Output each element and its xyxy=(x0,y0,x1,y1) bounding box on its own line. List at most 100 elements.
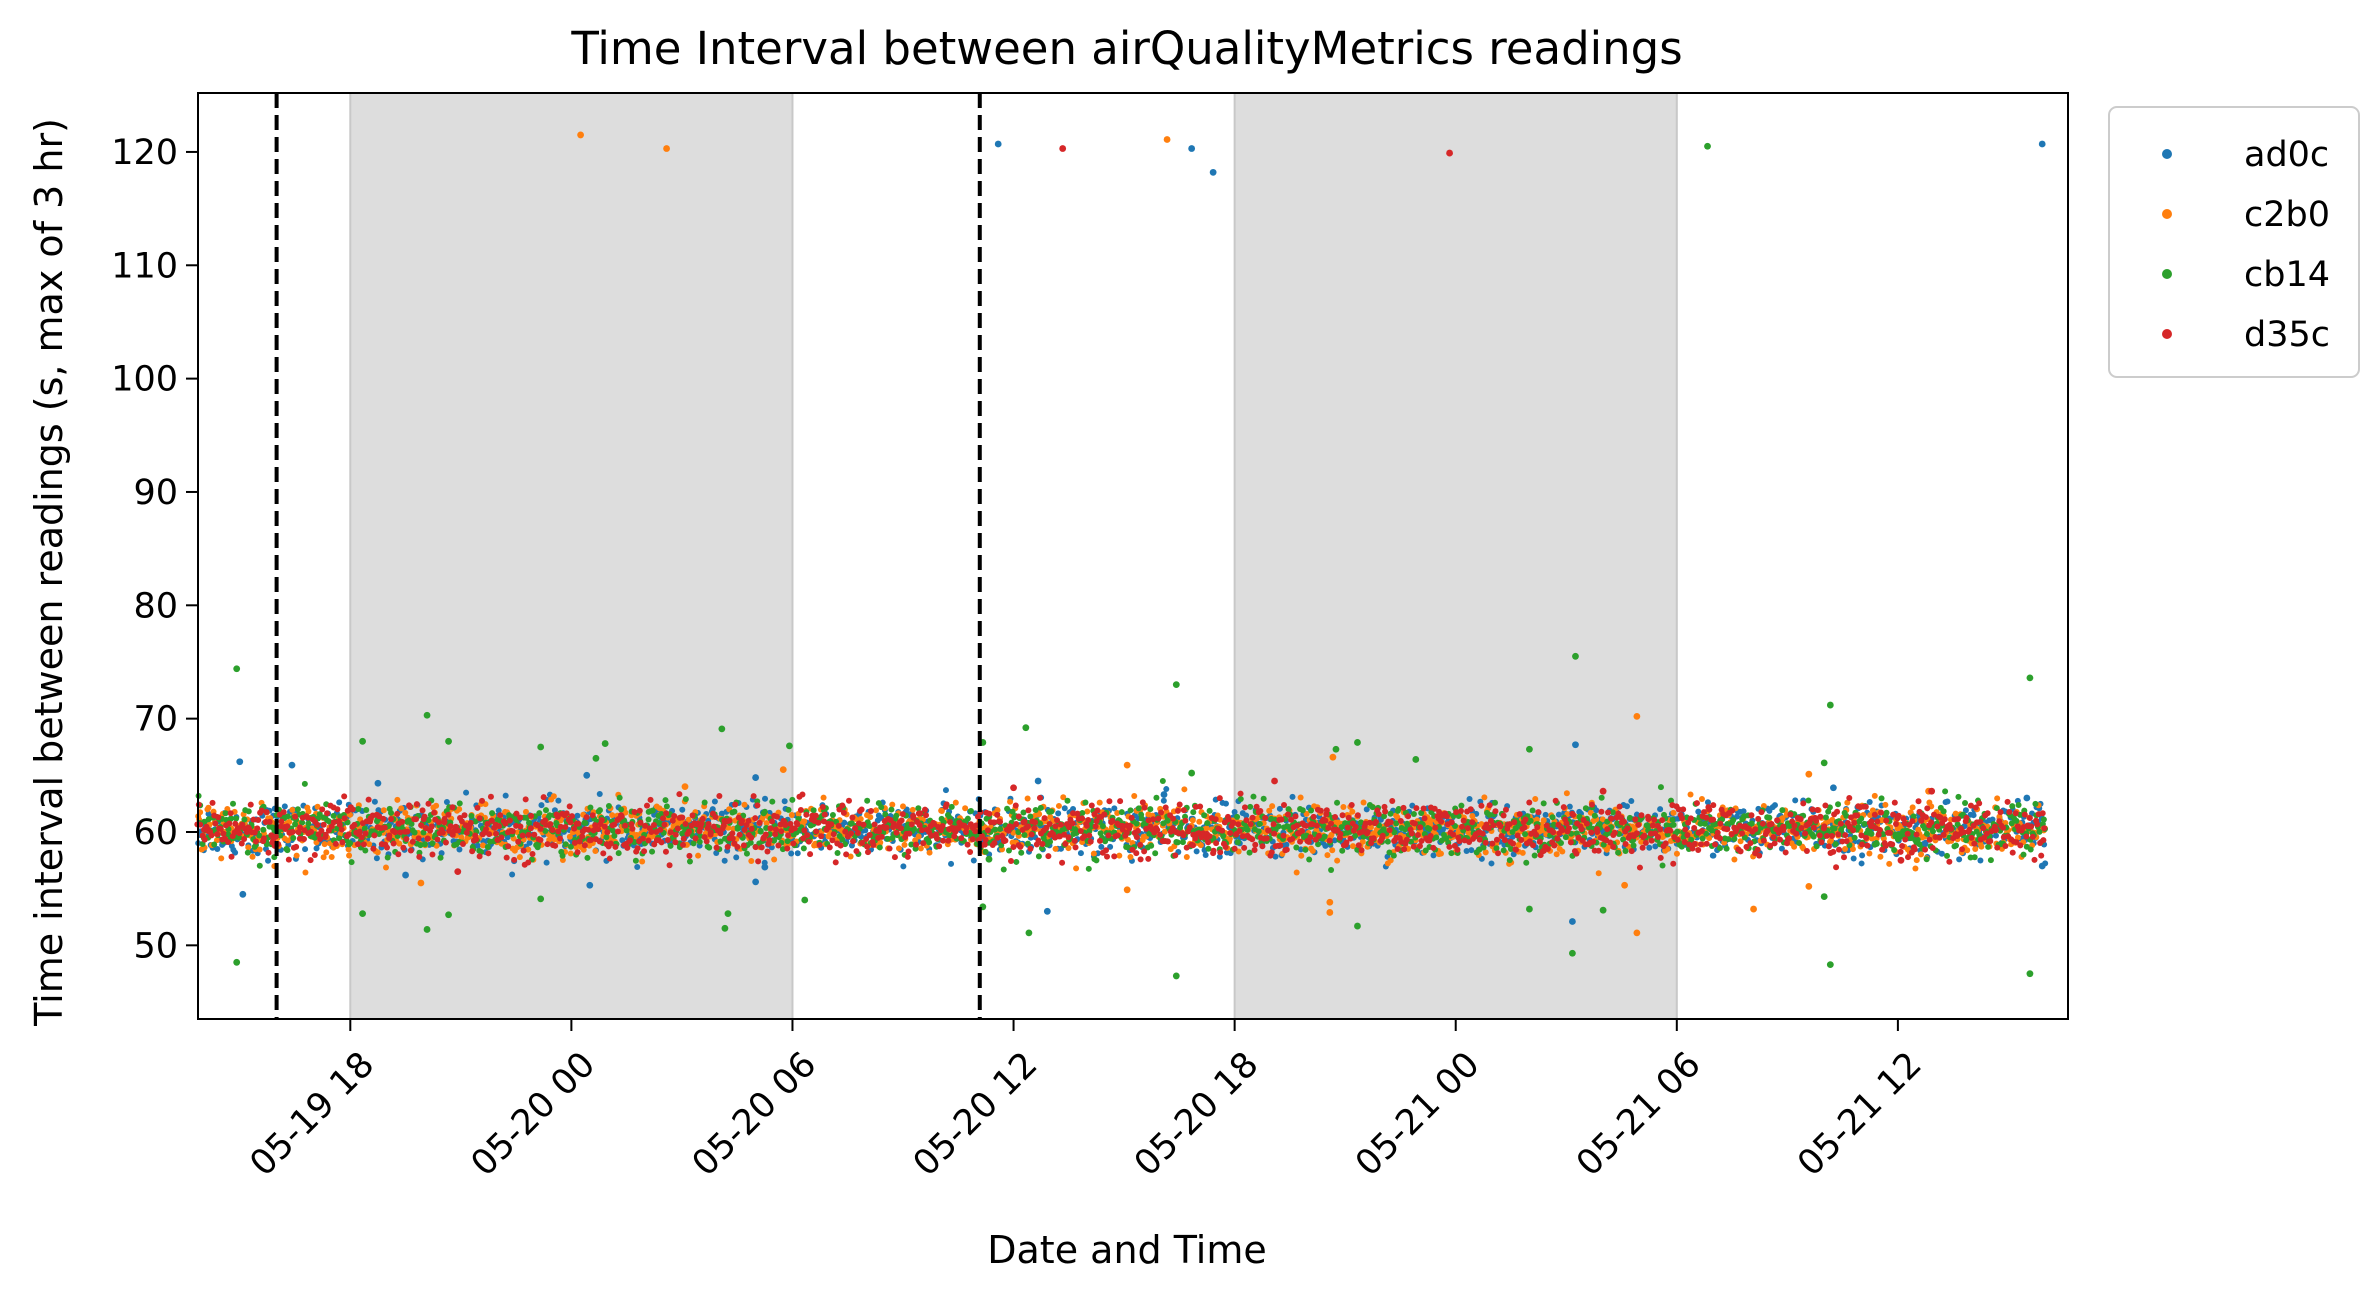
point-c2b0 xyxy=(1515,841,1522,848)
point-d35c xyxy=(680,835,687,842)
point-ad0c xyxy=(711,798,718,805)
point-c2b0 xyxy=(1912,865,1919,872)
point-d35c xyxy=(537,825,544,832)
point-c2b0 xyxy=(1217,816,1224,823)
point-d35c xyxy=(692,835,699,842)
point-c2b0 xyxy=(1599,816,1606,823)
point-c2b0 xyxy=(909,806,916,813)
point-c2b0 xyxy=(748,857,755,864)
point-cb14 xyxy=(1512,825,1519,832)
point-d35c xyxy=(622,822,629,829)
point-d35c xyxy=(840,809,847,816)
point-d35c xyxy=(973,822,980,829)
point-cb14 xyxy=(1393,820,1400,827)
point-d35c xyxy=(415,835,422,842)
chart-title: Time Interval between airQualityMetrics … xyxy=(570,22,1682,75)
point-cb14 xyxy=(1701,820,1708,827)
point-c2b0 xyxy=(516,854,523,861)
point-d35c xyxy=(785,832,792,839)
point-cb14 xyxy=(1669,816,1676,823)
point-d35c xyxy=(648,829,655,836)
point-c2b0 xyxy=(867,814,874,821)
point-d35c xyxy=(1386,827,1393,834)
point-d35c xyxy=(354,841,361,848)
point-ad0c xyxy=(1710,852,1717,859)
point-d35c xyxy=(253,838,260,845)
point-c2b0 xyxy=(1297,794,1304,801)
point-cb14 xyxy=(1138,815,1145,822)
point-ad0c xyxy=(1163,786,1170,793)
point-cb14 xyxy=(1418,809,1425,816)
point-c2b0 xyxy=(1482,849,1489,856)
point-cb14 xyxy=(1878,795,1885,802)
point-cb14 xyxy=(1626,814,1633,821)
point-d35c xyxy=(782,821,789,828)
point-cb14 xyxy=(1591,812,1598,819)
point-d35c xyxy=(729,835,736,842)
point-d35c xyxy=(913,841,920,848)
point-cb14 xyxy=(1099,823,1106,830)
point-ad0c xyxy=(1193,848,1200,855)
point-cb14 xyxy=(1929,828,1936,835)
point-d35c xyxy=(339,839,346,846)
point-d35c xyxy=(236,830,243,837)
point-d35c xyxy=(495,823,502,830)
point-cb14 xyxy=(696,838,703,845)
point-cb14 xyxy=(1118,809,1125,816)
point-cb14 xyxy=(1670,821,1677,828)
point-ad0c xyxy=(456,846,463,853)
point-d35c xyxy=(506,817,513,824)
point-d35c xyxy=(483,826,490,833)
point-c2b0 xyxy=(394,796,401,803)
point-c2b0 xyxy=(567,850,574,857)
point-c2b0 xyxy=(763,820,770,827)
point-c2b0 xyxy=(1465,829,1472,836)
point-d35c xyxy=(778,828,785,835)
point-d35c xyxy=(604,829,611,836)
point-c2b0 xyxy=(1964,847,1971,854)
point-d35c xyxy=(1133,850,1140,857)
point-cb14 xyxy=(1386,849,1393,856)
point-c2b0 xyxy=(559,857,566,864)
point-c2b0 xyxy=(550,793,557,800)
point-d35c xyxy=(850,838,857,845)
point-d35c xyxy=(285,856,292,863)
point-ad0c xyxy=(1542,811,1549,818)
point-d35c xyxy=(265,849,272,856)
point-d35c xyxy=(360,841,367,848)
point-d35c xyxy=(1083,822,1090,829)
point-ad0c xyxy=(1792,797,1799,804)
point-cb14 xyxy=(1020,809,1027,816)
point-ad0c xyxy=(1061,805,1068,812)
point-c2b0 xyxy=(382,864,389,871)
point-cb14 xyxy=(1234,839,1241,846)
point-c2b0 xyxy=(396,840,403,847)
point-cb14 xyxy=(1458,802,1465,809)
point-d35c xyxy=(1278,816,1285,823)
point-cb14 xyxy=(701,799,708,806)
point-d35c xyxy=(828,821,835,828)
point-cb14 xyxy=(717,838,724,845)
point-cb14 xyxy=(1339,847,1346,854)
point-d35c xyxy=(1002,837,1009,844)
point-c2b0 xyxy=(1779,815,1786,822)
point-d35c xyxy=(322,831,329,838)
point-cb14 xyxy=(706,844,713,851)
point-d35c xyxy=(439,829,446,836)
point-d35c xyxy=(485,850,492,857)
point-d35c xyxy=(842,828,849,835)
point-cb14 xyxy=(1493,845,1500,852)
point-cb14 xyxy=(484,843,491,850)
point-d35c xyxy=(921,806,928,813)
point-d35c xyxy=(509,828,516,835)
point-d35c xyxy=(864,849,871,856)
point-cb14 xyxy=(1730,817,1737,824)
point-d35c xyxy=(284,823,291,830)
point-c2b0 xyxy=(685,816,692,823)
point-cb14 xyxy=(1880,831,1887,838)
point-d35c xyxy=(498,834,505,841)
point-d35c xyxy=(563,810,570,817)
point-d35c xyxy=(634,845,641,852)
point-d35c xyxy=(906,830,913,837)
point-d35c xyxy=(1347,835,1354,842)
